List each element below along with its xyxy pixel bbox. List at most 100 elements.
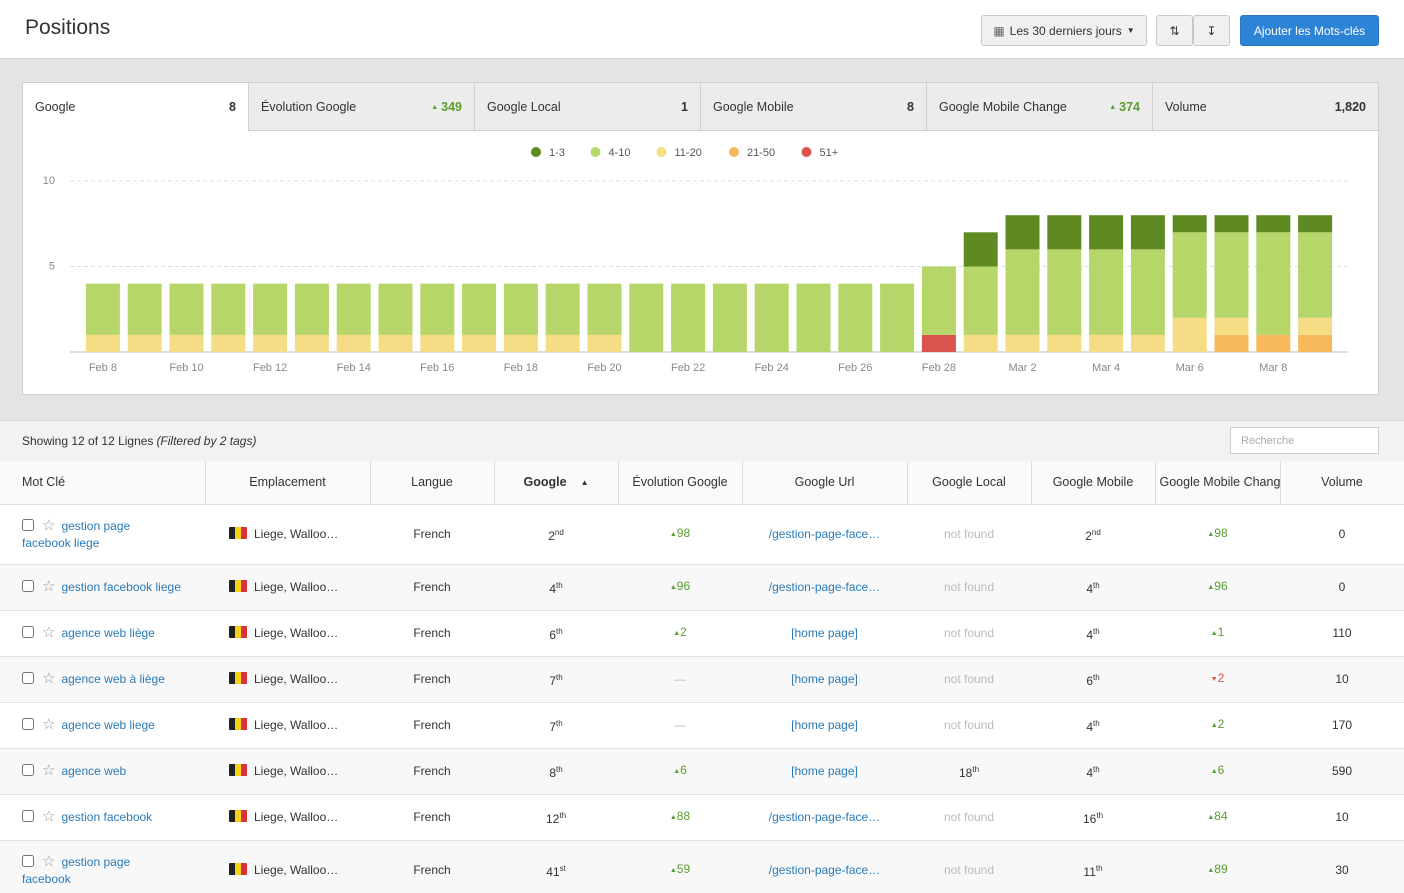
local-status: not found <box>944 863 994 877</box>
legend-marker <box>531 147 541 157</box>
download-button[interactable]: ↧ <box>1193 15 1230 46</box>
column-header[interactable]: Google Mobile Change <box>1155 461 1280 504</box>
column-header[interactable]: Google Mobile <box>1031 461 1155 504</box>
tab[interactable]: Évolution Google349 <box>248 83 474 131</box>
keyword-wrap: ☆ agence web liège <box>22 624 182 642</box>
tab[interactable]: Google Mobile Change374 <box>926 83 1152 131</box>
google-local: 18th <box>907 748 1031 794</box>
column-header[interactable]: Évolution Google <box>618 461 742 504</box>
row-checkbox[interactable] <box>22 718 34 730</box>
change-arrow <box>1211 625 1218 639</box>
column-header[interactable]: Volume <box>1280 461 1404 504</box>
add-keywords-button[interactable]: Ajouter les Mots-clés <box>1240 15 1379 46</box>
keywords-table: Mot CléEmplacementLangueGoogleÉvolution … <box>0 461 1404 893</box>
star-icon[interactable]: ☆ <box>42 517 55 534</box>
rank-suffix: th <box>1093 581 1100 590</box>
google-url[interactable]: [home page] <box>791 764 858 778</box>
row-checkbox[interactable] <box>22 855 34 867</box>
date-range-button[interactable]: ▦Les 30 derniers jours▼ <box>981 15 1147 46</box>
star-icon[interactable]: ☆ <box>42 808 55 825</box>
keyword-link[interactable]: agence web <box>61 764 126 778</box>
rank: 8 <box>549 766 556 780</box>
tab[interactable]: Volume1,820 <box>1152 83 1378 131</box>
row: ☆gestion facebook liegeLiege, Walloo…Fre… <box>0 564 1404 610</box>
bar-segment <box>1215 215 1249 232</box>
google-url[interactable]: /gestion-page-face… <box>769 863 880 877</box>
row: ☆gestion page facebookLiege, Walloo…Fren… <box>0 840 1404 893</box>
tab[interactable]: Google Local1 <box>474 83 700 131</box>
column-header[interactable]: Google Local <box>907 461 1031 504</box>
google-url[interactable]: [home page] <box>791 626 858 640</box>
x-tick-label: Feb 26 <box>838 362 872 374</box>
flag-icon <box>229 626 247 638</box>
keyword-wrap: ☆ gestion facebook <box>22 808 182 826</box>
change-value: 98 <box>1214 526 1227 540</box>
column-header[interactable]: Langue <box>370 461 494 504</box>
language: French <box>370 610 494 656</box>
row-checkbox[interactable] <box>22 626 34 638</box>
url-cell: /gestion-page-face… <box>742 794 907 840</box>
change: 84 <box>1207 809 1227 823</box>
row-checkbox[interactable] <box>22 810 34 822</box>
star-icon[interactable]: ☆ <box>42 578 55 595</box>
bar-segment <box>295 335 329 352</box>
url-cell: [home page] <box>742 702 907 748</box>
google-url[interactable]: /gestion-page-face… <box>769 527 880 541</box>
google-local: not found <box>907 504 1031 564</box>
keyword-link[interactable]: agence web à liège <box>61 672 164 686</box>
change: 2 <box>1211 671 1225 685</box>
keyword-link[interactable]: gestion page facebook liege <box>22 519 130 550</box>
google-local: not found <box>907 702 1031 748</box>
keyword-link[interactable]: gestion page facebook <box>22 855 130 886</box>
bar-segment <box>1089 335 1123 352</box>
column-header[interactable]: Mot Clé <box>0 461 205 504</box>
keyword-wrap: ☆gestion page facebook liege <box>22 517 182 552</box>
change-arrow <box>670 862 677 876</box>
tab-value: 349 <box>431 100 462 114</box>
bar-segment <box>1298 215 1332 232</box>
search-input[interactable]: Recherche <box>1230 427 1379 454</box>
settings-button[interactable]: ⇅ <box>1156 15 1193 46</box>
column-header[interactable]: Google <box>494 461 618 504</box>
legend-marker <box>802 147 812 157</box>
x-tick-label: Feb 28 <box>922 362 956 374</box>
bar-segment <box>1256 335 1290 352</box>
row-checkbox[interactable] <box>22 580 34 592</box>
row: ☆agence webLiege, Walloo…French8th6[home… <box>0 748 1404 794</box>
bar-segment <box>1131 249 1165 335</box>
keyword-link[interactable]: agence web liège <box>61 626 154 640</box>
row-checkbox[interactable] <box>22 519 34 531</box>
keyword-link[interactable]: gestion facebook <box>61 810 152 824</box>
volume: 10 <box>1280 794 1404 840</box>
star-icon[interactable]: ☆ <box>42 716 55 733</box>
star-icon[interactable]: ☆ <box>42 624 55 641</box>
bar-segment <box>128 284 162 335</box>
rank: 4 <box>1086 766 1093 780</box>
keyword-cell: ☆ agence web liege <box>0 702 205 748</box>
google-url[interactable]: [home page] <box>791 672 858 686</box>
row-checkbox[interactable] <box>22 672 34 684</box>
tab[interactable]: Google Mobile8 <box>700 83 926 131</box>
google-local: not found <box>907 794 1031 840</box>
change-arrow <box>1211 763 1218 777</box>
rank-suffix: th <box>556 765 563 774</box>
star-icon[interactable]: ☆ <box>42 762 55 779</box>
google-url[interactable]: /gestion-page-face… <box>769 580 880 594</box>
x-tick-label: Feb 24 <box>755 362 789 374</box>
column-header[interactable]: Google Url <box>742 461 907 504</box>
star-icon[interactable]: ☆ <box>42 853 55 870</box>
language: French <box>370 656 494 702</box>
star-icon[interactable]: ☆ <box>42 670 55 687</box>
tab[interactable]: Google8 <box>23 83 248 131</box>
bar-segment <box>128 335 162 352</box>
column-header[interactable]: Emplacement <box>205 461 370 504</box>
mobile-change: 1 <box>1155 610 1280 656</box>
keyword-link[interactable]: agence web liege <box>61 718 154 732</box>
google-url[interactable]: [home page] <box>791 718 858 732</box>
google-url[interactable]: /gestion-page-face… <box>769 810 880 824</box>
bar-segment <box>671 284 705 352</box>
rank: 6 <box>549 628 556 642</box>
row-checkbox[interactable] <box>22 764 34 776</box>
keyword-link[interactable]: gestion facebook liege <box>61 580 180 594</box>
